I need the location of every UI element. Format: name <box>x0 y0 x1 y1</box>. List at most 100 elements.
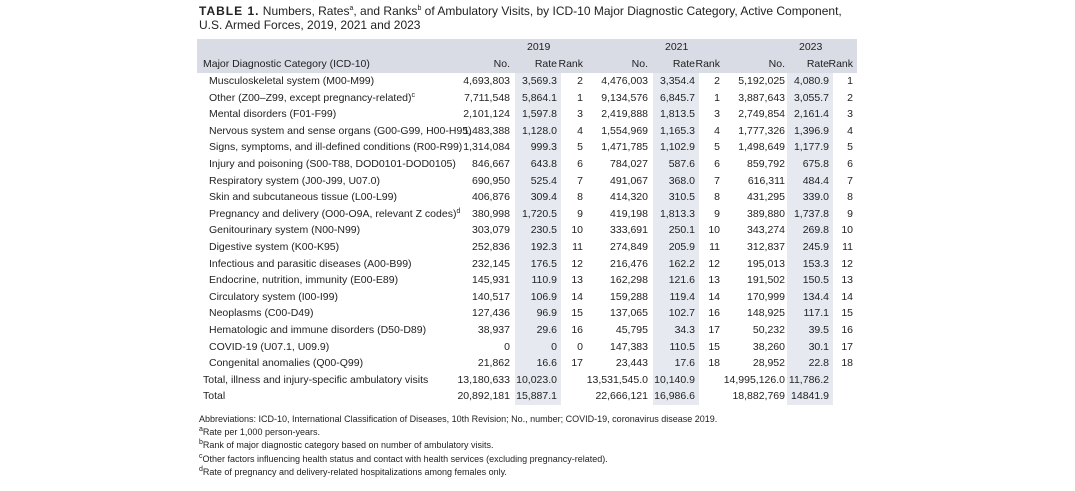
cell-value: 18 <box>708 357 720 370</box>
row-label: Nervous system and sense organs (G00-G99… <box>209 123 472 139</box>
cell-value: 134.4 <box>802 290 829 303</box>
cell-value: 4,080.9 <box>793 75 829 87</box>
cell-value: 7 <box>714 174 720 187</box>
rate-shade <box>653 73 699 405</box>
cell-value: 12 <box>708 257 720 270</box>
row-label: Congenital anomalies (Q00-Q99) <box>209 355 363 371</box>
cell-value: 1,498,649 <box>738 141 785 154</box>
cell-value: 525.4 <box>530 174 557 187</box>
row-label: Respiratory system (J00-J99, U07.0) <box>209 173 380 189</box>
cell-value: 333,691 <box>610 224 648 237</box>
category: Congenital anomalies (Q00-Q99) <box>209 357 364 370</box>
cell-value: 252,836 <box>472 241 510 253</box>
cell-value: 159,288 <box>610 290 648 303</box>
footnote: bRank of major diagnostic category based… <box>199 439 494 451</box>
cell-value: 119.4 <box>669 290 696 303</box>
cell-value: 1,471,785 <box>601 141 648 154</box>
title-text: , and Ranks <box>353 4 418 18</box>
cell-value: 121.6 <box>668 274 695 287</box>
cell-value: 15 <box>708 340 720 353</box>
cell-value: 176.5 <box>530 257 557 270</box>
cell-value: 999.3 <box>530 141 557 154</box>
cell-value: 145,931 <box>472 274 510 287</box>
cell-value: 8 <box>577 191 583 204</box>
cell-value: 150.5 <box>802 274 829 287</box>
cell-value: 2,749,854 <box>738 108 785 121</box>
cell-value: 10 <box>571 224 583 237</box>
cell-value: 4 <box>714 124 720 137</box>
cell-value: 1,396.9 <box>793 124 829 137</box>
cell-value: 3,055.7 <box>793 91 829 104</box>
column-header: Rate <box>534 58 557 70</box>
cell-value: 170,999 <box>747 290 785 303</box>
cell-value: 13,180,633 <box>457 373 510 386</box>
cell-value: 9 <box>577 207 583 220</box>
cell-value: 17 <box>708 324 720 336</box>
cell-value: 4,476,003 <box>601 75 648 87</box>
cell-value: 162.2 <box>668 257 695 270</box>
cell-value: 269.8 <box>802 224 829 237</box>
category: Signs, symptoms, and ill-defined conditi… <box>209 141 463 154</box>
footnote-mark: c <box>199 452 203 460</box>
cell-value: 343,274 <box>747 224 785 237</box>
cell-value: 6 <box>714 158 720 170</box>
footnote-mark: d <box>456 207 461 215</box>
cell-value: 38,260 <box>752 340 785 353</box>
category: Genitourinary system (N00-N99) <box>209 224 361 237</box>
cell-value: 10,023.0 <box>516 373 557 386</box>
cell-value: 303,079 <box>472 224 510 237</box>
cell-value: 8 <box>847 191 853 204</box>
cell-value: 690,950 <box>472 174 510 187</box>
cell-value: 2 <box>577 75 583 87</box>
column-header: No. <box>631 58 648 70</box>
row-label: Genitourinary system (N00-N99) <box>209 222 360 238</box>
cell-value: 6,845.7 <box>659 91 695 104</box>
cell-value: 12 <box>841 257 853 270</box>
cell-value: 106.9 <box>530 290 557 303</box>
cell-value: 195,013 <box>747 257 785 270</box>
cell-value: 7,711,548 <box>464 91 510 104</box>
category: Skin and subcutaneous tissue (L00-L99) <box>209 191 397 204</box>
cell-value: 10,140.9 <box>654 373 695 386</box>
row-label: Total, illness and injury-specific ambul… <box>203 372 428 388</box>
cell-value: 17.6 <box>674 357 695 370</box>
rate-shade <box>515 73 561 405</box>
cell-value: 0 <box>551 340 557 353</box>
cell-value: 50,232 <box>752 324 785 336</box>
row-label: Pregnancy and delivery (O00-O9A, relevan… <box>209 206 460 222</box>
cell-value: 14 <box>841 290 853 303</box>
year-header: 2019 <box>527 41 551 53</box>
cell-value: 6 <box>577 158 583 170</box>
cell-value: 38,937 <box>477 324 510 336</box>
cell-value: 14 <box>571 290 583 303</box>
cell-value: 389,880 <box>747 207 785 220</box>
cell-value: 11 <box>572 241 583 253</box>
cell-value: 117.1 <box>803 307 830 320</box>
cell-value: 1,165.3 <box>659 124 695 137</box>
cell-value: 616,311 <box>747 174 785 187</box>
cell-value: 3 <box>714 108 720 121</box>
category: Hematologic and immune disorders (D50-D8… <box>209 324 427 336</box>
footnote-text: Rank of major diagnostic category based … <box>202 440 494 451</box>
cell-value: 127,436 <box>472 307 510 320</box>
column-header: Rate <box>672 58 695 70</box>
cell-value: 18 <box>841 357 853 370</box>
cell-value: 414,320 <box>610 191 648 204</box>
cell-value: 192.3 <box>530 241 557 253</box>
cell-value: 6 <box>847 158 853 170</box>
title-sup: b <box>417 5 422 12</box>
footnote-mark: a <box>199 426 203 434</box>
cell-value: 7 <box>847 174 853 187</box>
cell-value: 245.9 <box>802 241 829 253</box>
cell-value: 17 <box>571 357 583 370</box>
cell-value: 2 <box>847 91 853 104</box>
category: Infectious and parasitic diseases (A00-B… <box>209 257 412 270</box>
cell-value: 2,161.4 <box>793 108 829 121</box>
cell-value: 2,101,124 <box>463 108 510 121</box>
cell-value: 16,986.6 <box>654 390 695 403</box>
row-label: Digestive system (K00-K95) <box>209 239 339 255</box>
cell-value: 11 <box>842 241 853 253</box>
cell-value: 419,198 <box>610 207 648 220</box>
category: Nervous system and sense organs (G00-G99… <box>209 124 472 137</box>
cell-value: 16 <box>571 324 583 336</box>
